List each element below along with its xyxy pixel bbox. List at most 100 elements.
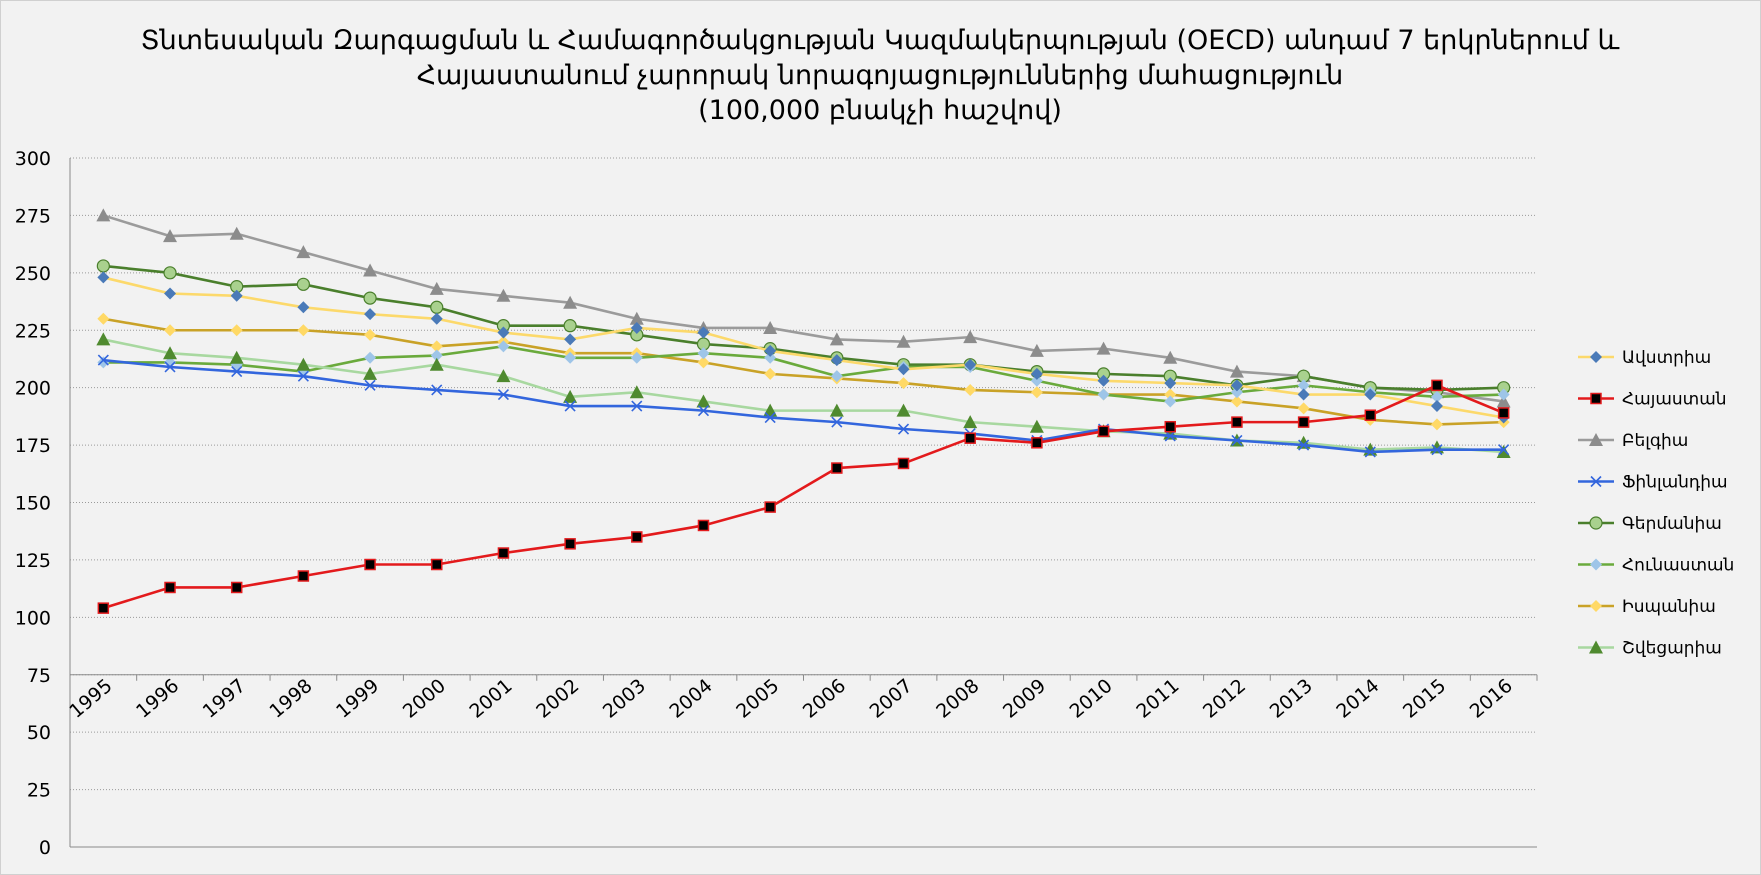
legend-item: Գերմանիա <box>1578 514 1722 534</box>
data-point <box>164 581 176 594</box>
series-line <box>102 214 1504 403</box>
data-point <box>563 295 578 309</box>
series-2 <box>97 379 1510 614</box>
data-point <box>1231 434 1243 447</box>
data-point <box>829 332 844 346</box>
data-point <box>963 415 978 429</box>
data-point <box>897 377 910 390</box>
data-point <box>96 208 111 222</box>
data-point <box>497 547 510 559</box>
data-point <box>563 319 577 333</box>
data-point <box>629 385 644 399</box>
data-point <box>1297 402 1310 415</box>
data-point <box>1164 377 1177 390</box>
data-point <box>564 333 577 346</box>
data-point <box>1164 388 1177 401</box>
data-point <box>364 351 377 364</box>
data-point <box>764 411 776 424</box>
legend-item: Բելգիա <box>1578 431 1688 451</box>
legend-marker <box>1589 640 1603 654</box>
data-point <box>1163 350 1178 364</box>
data-point <box>564 538 576 550</box>
data-point <box>964 383 977 396</box>
data-point <box>1030 374 1043 387</box>
y-tick-label: 25 <box>27 780 51 802</box>
data-point <box>1297 388 1310 401</box>
y-tick-label: 0 <box>39 837 51 859</box>
data-point <box>230 289 243 302</box>
data-point <box>363 291 377 305</box>
legend-item: Ֆինլանդիա <box>1578 473 1728 493</box>
data-point <box>1298 439 1310 451</box>
y-tick-label: 175 <box>15 435 51 457</box>
data-point <box>497 326 510 339</box>
data-point <box>964 432 976 444</box>
legend-marker <box>1590 558 1602 571</box>
data-point <box>830 354 843 367</box>
data-point <box>1230 395 1243 408</box>
data-point <box>831 416 843 428</box>
data-point <box>163 266 177 280</box>
data-point <box>896 403 911 417</box>
data-point <box>364 308 377 321</box>
data-point <box>1229 364 1244 378</box>
data-point <box>1031 437 1043 449</box>
data-point <box>1164 430 1176 442</box>
data-point <box>1497 388 1510 401</box>
data-point <box>964 358 977 371</box>
data-point <box>696 394 711 408</box>
data-point <box>1231 416 1243 428</box>
data-point <box>364 558 376 571</box>
data-point <box>831 462 843 474</box>
data-point <box>97 354 109 366</box>
data-point <box>297 370 309 382</box>
data-point <box>431 384 443 396</box>
data-point <box>496 369 511 383</box>
data-point <box>697 405 710 417</box>
data-point <box>164 361 176 373</box>
y-tick-label: 100 <box>15 607 51 629</box>
data-point <box>429 357 444 371</box>
legend-label: Գերմանիա <box>1622 514 1722 534</box>
series-4 <box>97 354 1510 458</box>
data-point <box>897 363 910 376</box>
legend-label: Շվեցարիա <box>1622 639 1722 659</box>
data-point <box>1030 386 1043 399</box>
data-point <box>429 281 444 295</box>
data-point <box>1029 343 1044 357</box>
y-tick-label: 125 <box>15 550 51 572</box>
data-point <box>1496 394 1511 408</box>
data-point <box>1230 386 1243 399</box>
legend-marker <box>1590 392 1602 405</box>
data-point <box>1097 388 1110 401</box>
data-point <box>697 326 710 339</box>
y-tick-label: 275 <box>15 205 51 227</box>
data-point <box>496 288 511 302</box>
y-axis-tick-labels: 0 25 50 75 100 125 150 175 200 225 250 275 300 <box>15 148 51 859</box>
data-point <box>430 340 443 353</box>
series-lines <box>96 208 1511 614</box>
data-point <box>430 300 444 314</box>
data-point <box>1297 416 1310 428</box>
data-point <box>697 519 710 532</box>
legend-label: Հունաստան <box>1622 556 1734 576</box>
legend-item: Հունաստան <box>1578 556 1734 576</box>
chart-title-line-2: Հայաստանում չարորակ նորագոյացությունների… <box>417 60 1344 91</box>
data-point <box>630 321 643 334</box>
data-point <box>497 340 510 353</box>
data-point <box>430 312 443 325</box>
data-point <box>1430 418 1443 431</box>
legend-marker <box>1590 475 1602 488</box>
data-point <box>164 287 177 300</box>
data-point <box>497 388 509 401</box>
chart-title-line-1: Տնտեսական Զարգացման և Համագործակցության … <box>141 25 1620 56</box>
data-point <box>297 301 310 314</box>
data-point <box>630 351 643 364</box>
data-point <box>1164 420 1176 433</box>
data-point <box>230 581 243 594</box>
legend-label: Իսպանիա <box>1622 597 1716 617</box>
data-point <box>1430 400 1443 413</box>
data-point <box>1498 444 1510 456</box>
series-line <box>103 276 1504 419</box>
